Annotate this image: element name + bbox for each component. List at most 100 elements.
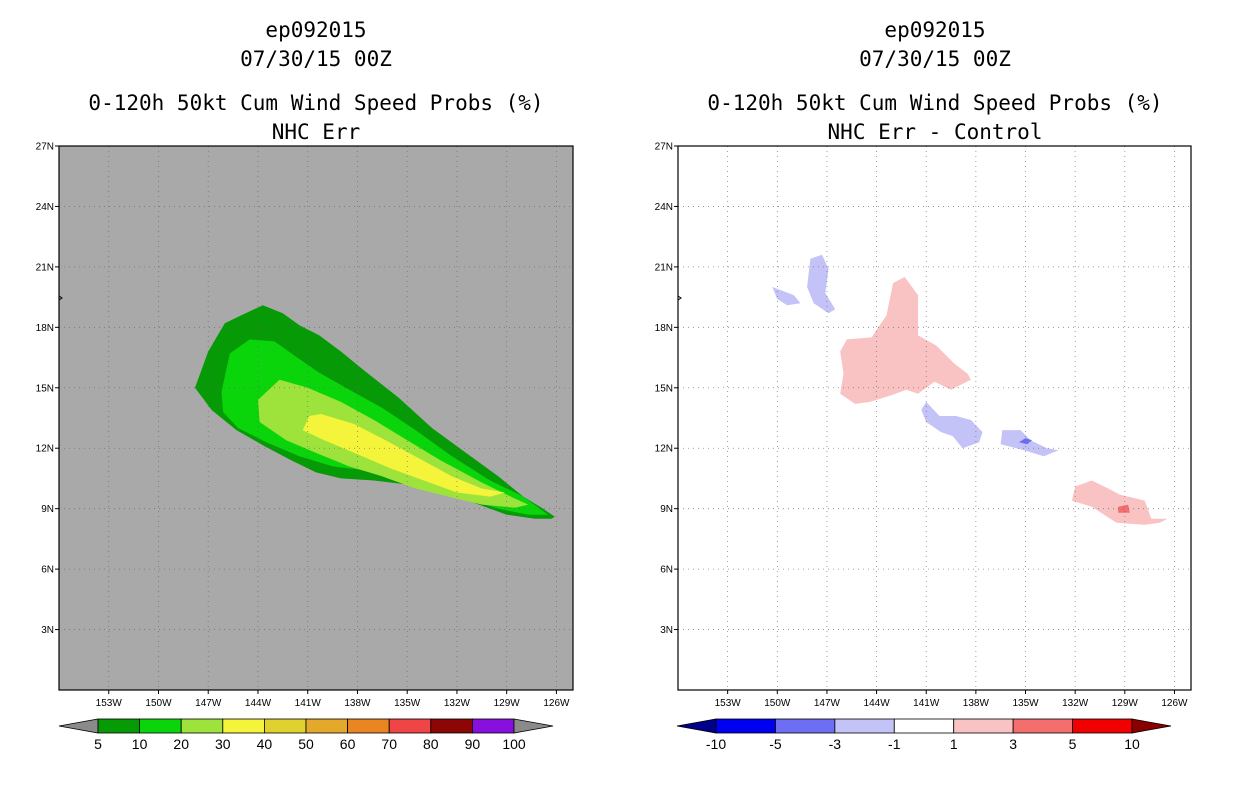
x-tick-label: 150W	[145, 698, 172, 709]
contour-region-level--1	[1000, 430, 1059, 457]
y-tick-label: 21N	[36, 262, 54, 273]
colorbar-swatch	[834, 718, 895, 734]
x-tick-label: 129W	[494, 698, 521, 709]
x-tick-label: 132W	[1062, 698, 1089, 709]
colorbar: -10 -5 -3 -1 1 3 5 10	[676, 718, 1172, 752]
x-tick-label: 147W	[814, 698, 841, 709]
colorbar-swatch	[1012, 718, 1073, 734]
y-tick-label: 21N	[655, 262, 673, 273]
x-tick-label: 147W	[195, 698, 222, 709]
colorbar-swatch	[430, 718, 473, 734]
y-tick-label: 15N	[36, 383, 54, 394]
colorbar-swatch	[97, 718, 140, 734]
colorbar-swatch	[139, 718, 182, 734]
colorbar-label: 40	[257, 736, 273, 752]
left-title-block: ep092015 07/30/15 00Z 0-120h 50kt Cum Wi…	[58, 16, 574, 147]
y-tick-label: 12N	[36, 444, 54, 455]
x-tick-label: 129W	[1112, 698, 1139, 709]
y-tick-label: 15N	[655, 383, 673, 394]
x-tick-label: 135W	[394, 698, 421, 709]
x-tick-label: 126W	[543, 698, 570, 709]
colorbar-swatch	[263, 718, 307, 734]
left-storm-id: ep092015	[265, 18, 367, 42]
y-tick-label: 27N	[36, 142, 54, 153]
x-tick-label: 153W	[715, 698, 742, 709]
colorbar-label: -5	[769, 736, 782, 752]
y-tick-label: 18N	[655, 323, 673, 334]
colorbar-label: 60	[340, 736, 356, 752]
colorbar-arrow-high	[513, 718, 554, 734]
contour-region-level--1	[807, 254, 836, 314]
colorbar-label: 100	[502, 736, 526, 752]
contour-region-level-30	[302, 414, 505, 497]
x-tick-label: 141W	[913, 698, 940, 709]
panel-2: 153W 150W 147W 144W 141W 138W 135W 132W 129W 126W…	[655, 142, 1192, 752]
x-tick-label: 144W	[245, 698, 272, 709]
y-tick-label: 6N	[660, 565, 673, 576]
colorbar-label: 90	[465, 736, 481, 752]
contour-region-level-1	[840, 277, 971, 404]
x-tick-label: 144W	[864, 698, 891, 709]
y-tick-label: 24N	[655, 202, 673, 213]
colorbar-label: 30	[215, 736, 231, 752]
y-tick-label: 24N	[36, 202, 54, 213]
colorbar-arrow-high	[1131, 718, 1172, 734]
x-tick-label: 153W	[96, 698, 123, 709]
x-tick-label: 132W	[444, 698, 471, 709]
colorbar-label: 80	[423, 736, 439, 752]
colorbar-label: 5	[1069, 736, 1077, 752]
colorbar-label: 5	[94, 736, 102, 752]
panel-1: 153W 150W 147W 144W 141W 138W 135W 132W 129W 126W…	[36, 142, 574, 752]
colorbar-label: 3	[1009, 736, 1017, 752]
colorbar-swatch	[347, 718, 390, 734]
contour-region-level-20	[258, 379, 529, 508]
y-tick-label: 9N	[660, 504, 673, 515]
colorbar-swatch	[775, 718, 836, 734]
y-tick-label: 9N	[41, 504, 54, 515]
left-chart-title: 0-120h 50kt Cum Wind Speed Probs (%)	[88, 91, 544, 115]
right-storm-id: ep092015	[884, 18, 986, 42]
contour-region-level--1	[921, 401, 983, 449]
colorbar-label: 1	[950, 736, 958, 752]
right-chart-subtitle: NHC Err - Control	[827, 120, 1043, 144]
left-chart-subtitle: NHC Err	[271, 120, 361, 144]
x-tick-label: 141W	[295, 698, 322, 709]
colorbar-arrow-low	[676, 718, 717, 734]
contour-region-level-1	[1071, 480, 1168, 525]
colorbar: 5 10 20 30 40 50 60 70 80 90 100	[58, 718, 554, 752]
right-chart-title: 0-120h 50kt Cum Wind Speed Probs (%)	[707, 91, 1163, 115]
colorbar-swatch	[893, 718, 955, 734]
y-tick-label: 12N	[655, 444, 673, 455]
colorbar-label: 70	[381, 736, 397, 752]
colorbar-label: 10	[1124, 736, 1140, 752]
colorbar-label: -1	[888, 736, 901, 752]
x-tick-label: 138W	[344, 698, 371, 709]
colorbar-swatch	[388, 718, 432, 734]
plot-frame	[677, 145, 1192, 691]
x-tick-label: 126W	[1161, 698, 1188, 709]
colorbar-arrow-low	[58, 718, 99, 734]
colorbar-swatch	[305, 718, 348, 734]
y-tick-label: 18N	[36, 323, 54, 334]
x-tick-label: 150W	[764, 698, 791, 709]
y-tick-label: 27N	[655, 142, 673, 153]
colorbar-swatch	[471, 718, 515, 734]
colorbar-label: 10	[132, 736, 148, 752]
colorbar-swatch	[1072, 718, 1133, 734]
colorbar-label: 50	[298, 736, 314, 752]
plot-frame	[58, 145, 574, 691]
y-tick-label: 3N	[41, 625, 54, 636]
colorbar-swatch	[953, 718, 1014, 734]
x-tick-label: 135W	[1012, 698, 1039, 709]
colorbar-label: 20	[173, 736, 189, 752]
colorbar-swatch	[715, 718, 776, 734]
left-datetime: 07/30/15 00Z	[240, 47, 392, 71]
x-tick-label: 138W	[963, 698, 990, 709]
right-datetime: 07/30/15 00Z	[859, 47, 1011, 71]
contour-region-level--1	[772, 287, 801, 306]
coastline-mark	[677, 295, 682, 301]
colorbar-label: -10	[706, 736, 726, 752]
right-title-block: ep092015 07/30/15 00Z 0-120h 50kt Cum Wi…	[677, 16, 1193, 147]
y-tick-label: 6N	[41, 565, 54, 576]
